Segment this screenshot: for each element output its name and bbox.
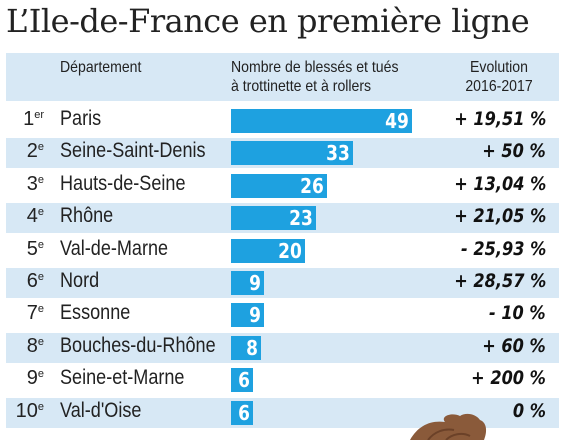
bar: 49 xyxy=(231,109,412,133)
rank-label: 3e xyxy=(6,173,44,196)
rank-suffix: e xyxy=(37,238,44,251)
bar-value-label: 6 xyxy=(238,400,251,425)
rank-number: 9 xyxy=(26,367,38,390)
department-label: Nord xyxy=(60,269,100,292)
rank-number: 5 xyxy=(26,237,38,260)
rank-label: 4e xyxy=(6,205,44,228)
bar: 33 xyxy=(231,141,353,166)
department-label: Seine-Saint-Denis xyxy=(60,139,206,163)
department-label: Hauts-de-Seine xyxy=(60,171,186,195)
rank-suffix: e xyxy=(37,368,44,381)
header-count-line1: Nombre de blessés et tués xyxy=(231,59,399,76)
department-label: Val-d'Oise xyxy=(60,398,142,422)
table-header xyxy=(6,53,559,101)
bar-value-label: 8 xyxy=(245,335,258,360)
rank-suffix: e xyxy=(37,173,44,186)
rank-number: 4 xyxy=(26,205,38,228)
department-label: Bouches-du-Rhône xyxy=(60,333,216,357)
bar-value-label: 23 xyxy=(289,206,313,231)
rank-number: 3 xyxy=(26,172,38,195)
rank-label: 7e xyxy=(6,302,44,325)
evolution-label: 0 % xyxy=(512,399,546,422)
bar: 8 xyxy=(231,335,261,360)
header-count-line2: à trottinette et à rollers xyxy=(231,78,372,95)
bar-value-label: 33 xyxy=(326,141,350,166)
row-band xyxy=(6,268,559,298)
rank-number: 1 xyxy=(23,108,35,130)
bar: 9 xyxy=(231,271,265,295)
header-department: Département xyxy=(60,59,142,76)
bar: 23 xyxy=(231,206,316,231)
evolution-label: - 25,93 % xyxy=(460,237,546,260)
department-label: Essonne xyxy=(60,301,131,325)
rank-number: 6 xyxy=(26,270,38,292)
header-evolution-line2: 2016-2017 xyxy=(465,78,533,95)
rank-number: 8 xyxy=(26,334,38,357)
bar: 6 xyxy=(231,400,254,425)
rank-suffix: e xyxy=(37,271,44,283)
bar-value-label: 6 xyxy=(238,368,251,393)
department-label: Rhône xyxy=(60,204,114,228)
rank-label: 2e xyxy=(6,140,44,163)
rank-number: 10 xyxy=(15,399,38,422)
evolution-label: + 50 % xyxy=(482,140,546,163)
header-evolution-line1: Evolution xyxy=(470,59,528,76)
department-label: Val-de-Marne xyxy=(60,236,169,260)
rank-label: 1er xyxy=(6,108,44,131)
rank-label: 9e xyxy=(6,367,44,390)
row-band xyxy=(6,332,559,363)
rank-suffix: e xyxy=(37,206,44,219)
bar: 20 xyxy=(231,238,305,263)
bar: 6 xyxy=(231,368,254,393)
rank-suffix: e xyxy=(37,141,44,154)
department-label: Paris xyxy=(60,107,102,130)
rank-label: 6e xyxy=(6,270,44,293)
hair-illustration-icon xyxy=(410,413,487,440)
bar-value-label: 49 xyxy=(385,109,409,133)
chart-title: L’Ile-de-France en première ligne xyxy=(6,2,530,40)
rank-number: 7 xyxy=(26,302,38,325)
evolution-label: - 10 % xyxy=(489,302,546,325)
rank-suffix: e xyxy=(37,335,44,348)
rank-suffix: er xyxy=(34,109,44,121)
evolution-label: + 200 % xyxy=(471,367,546,390)
evolution-label: + 60 % xyxy=(482,334,546,357)
evolution-label: + 19,51 % xyxy=(453,108,546,130)
rank-suffix: e xyxy=(37,400,44,413)
bar-value-label: 26 xyxy=(300,173,325,198)
evolution-label: + 28,57 % xyxy=(453,270,546,292)
rank-suffix: e xyxy=(37,303,44,316)
rank-label: 10e xyxy=(6,400,44,423)
rank-label: 8e xyxy=(6,335,44,358)
department-label: Seine-et-Marne xyxy=(60,366,185,390)
bar-value-label: 9 xyxy=(249,271,262,295)
bar-value-label: 9 xyxy=(249,303,262,328)
evolution-label: + 13,04 % xyxy=(453,172,546,195)
bar: 26 xyxy=(231,173,328,198)
rank-label: 5e xyxy=(6,238,44,261)
bar-value-label: 20 xyxy=(278,238,302,263)
evolution-label: + 21,05 % xyxy=(453,205,546,228)
bar: 9 xyxy=(231,303,265,328)
rank-number: 2 xyxy=(26,140,38,163)
